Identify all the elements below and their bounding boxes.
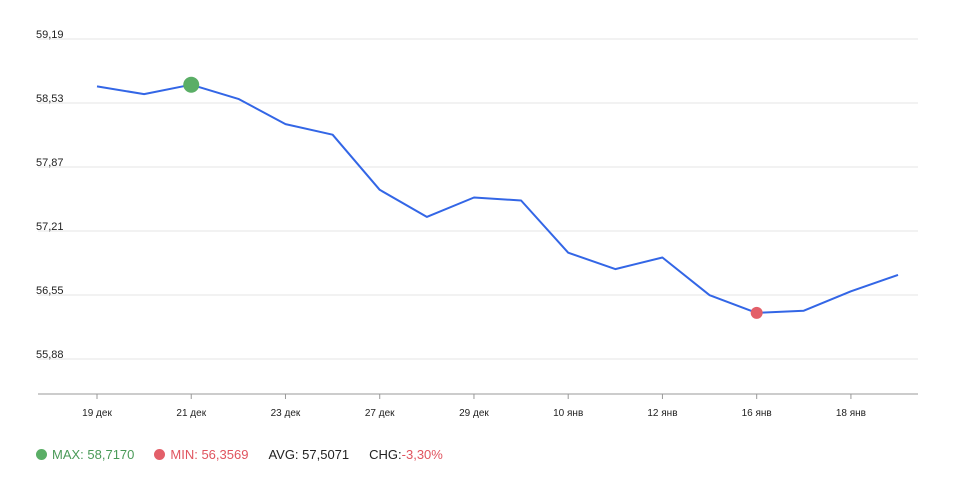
x-tick-label: 21 дек (176, 408, 206, 419)
y-tick-label: 57,21 (36, 221, 64, 233)
min-point-marker (750, 306, 763, 319)
legend-max: MAX: 58,7170 (36, 447, 134, 462)
x-tick-label: 12 янв (647, 408, 677, 419)
x-axis-labels: 19 дек 21 дек 23 дек 27 дек 29 дек 10 янв 12 я… (82, 408, 866, 419)
y-tick-label: 58,53 (36, 93, 64, 105)
x-tick-label: 10 янв (553, 408, 583, 419)
legend-min-text: MIN: 56,3569 (170, 446, 249, 462)
legend-chg-value: -3,30% (401, 446, 443, 462)
legend-min: MIN: 56,3569 (154, 447, 248, 462)
y-tick-label: 55,88 (36, 349, 64, 361)
series-line (96, 83, 899, 314)
x-tick-label: 23 дек (271, 408, 301, 419)
series-layer (96, 83, 899, 314)
x-tick-label: 18 янв (836, 408, 866, 419)
min-dot-icon (154, 448, 166, 460)
y-axis-labels: 55,88 56,55 57,21 57,87 58,53 59,19 (36, 29, 64, 361)
chart-legend: MAX: 58,7170 MIN: 56,3569 AVG: 57,5071 C… (36, 445, 463, 463)
x-tick-label: 27 дек (365, 408, 395, 419)
x-tick-label: 16 янв (742, 408, 772, 419)
x-axis-ticks (96, 394, 852, 399)
y-tick-label: 56,55 (36, 285, 64, 297)
line-chart: 55,88 56,55 57,21 57,87 58,53 59,19 19 дек 21 … (36, 29, 918, 419)
legend-avg: AVG: 57,5071 (268, 447, 349, 462)
legend-max-text: MAX: 58,7170 (52, 446, 135, 462)
max-point-marker (183, 76, 200, 93)
y-tick-label: 59,19 (36, 29, 64, 41)
legend-avg-text: AVG: 57,5071 (268, 446, 350, 462)
marker-layer (183, 76, 763, 319)
x-tick-label: 19 дек (82, 408, 112, 419)
legend-chg: CHG: -3,30% (369, 447, 443, 462)
x-tick-label: 29 дек (459, 408, 489, 419)
legend-chg-label: CHG: (369, 446, 402, 462)
grid-lines (38, 38, 918, 360)
y-tick-label: 57,87 (36, 157, 64, 169)
max-dot-icon (36, 448, 47, 460)
